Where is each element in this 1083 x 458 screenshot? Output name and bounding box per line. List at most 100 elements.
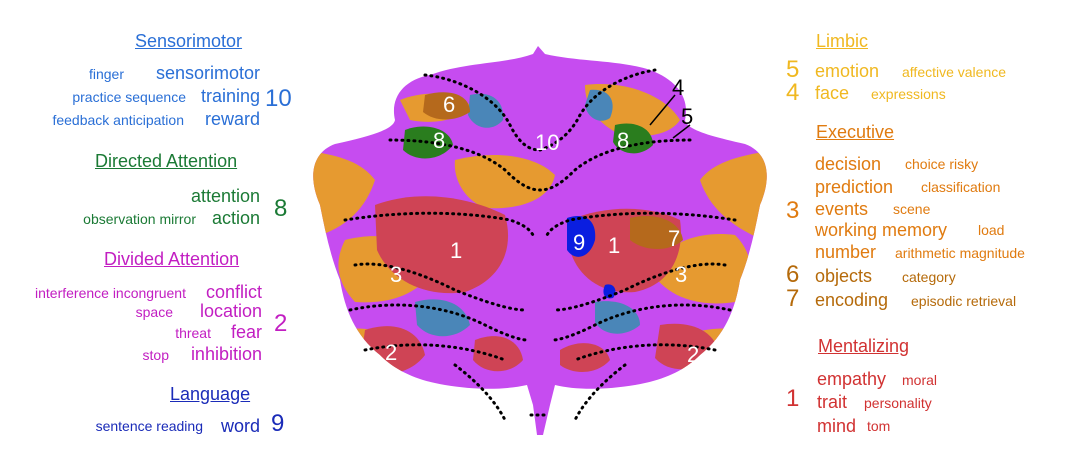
term-events: events <box>815 199 869 219</box>
heading-mentalizing: Mentalizing <box>818 336 910 356</box>
heading-language: Language <box>170 384 251 404</box>
term-mind: mind <box>817 416 857 436</box>
map-label-2-right: 2 <box>687 342 699 367</box>
heading-sensorimotor: Sensorimotor <box>135 31 243 51</box>
region-orange-vermis-upper <box>454 155 555 209</box>
number-divided-attention: 2 <box>274 310 288 337</box>
term-affective-valence: affective valence <box>902 64 1007 80</box>
boundary-right-1 <box>538 68 657 152</box>
region-brown-right <box>630 216 683 249</box>
boundary-left-6 <box>363 343 507 362</box>
term-expressions: expressions <box>871 86 946 102</box>
term-load: load <box>978 222 1005 238</box>
term-action: action <box>211 208 260 228</box>
term-sensorimotor: sensorimotor <box>155 63 260 83</box>
term-choice-risky: choice risky <box>905 156 979 172</box>
boundary-right-5 <box>551 303 732 342</box>
term-reward: reward <box>204 109 260 129</box>
boundary-left-2 <box>388 138 542 192</box>
term-space: space <box>135 304 173 320</box>
map-label-2-left: 2 <box>385 340 397 365</box>
term-training: training <box>200 86 260 106</box>
boundary-right-7 <box>573 363 627 422</box>
term-conflict: conflict <box>205 282 262 302</box>
term-word: word <box>220 416 260 436</box>
pointer-line-4 <box>649 94 676 126</box>
boundary-right-2 <box>538 138 692 192</box>
boundary-left-1 <box>423 73 542 152</box>
term-empathy: empathy <box>817 369 887 389</box>
heading-executive: Executive <box>816 122 895 142</box>
map-label-9: 9 <box>573 230 585 255</box>
term-tom: tom <box>867 418 891 434</box>
heading-directed-attention: Directed Attention <box>95 151 238 171</box>
map-label-3-left: 3 <box>390 262 402 287</box>
map-label-8-left: 8 <box>433 128 445 153</box>
map-label-3-right: 3 <box>675 262 687 287</box>
term-trait: trait <box>817 392 848 412</box>
term-location: location <box>199 301 262 321</box>
pointer-line-5 <box>672 124 691 139</box>
number-directed-attention: 8 <box>274 195 288 222</box>
map-label-1-right: 1 <box>608 233 620 258</box>
map-label-1-left: 1 <box>450 238 462 263</box>
term-arithmetic-magnitude: arithmetic magnitude <box>895 245 1025 261</box>
region-blue-small <box>603 284 616 299</box>
boundary-right-4 <box>553 262 727 312</box>
term-inhibition: inhibition <box>190 344 262 364</box>
term-category: category <box>902 269 956 285</box>
number-limbic-5: 5 <box>786 56 800 83</box>
region-steel-right-mid <box>595 301 640 334</box>
term-number: number <box>815 242 877 262</box>
term-classification: classification <box>921 179 1001 195</box>
term-moral: moral <box>902 372 938 388</box>
number-executive-7: 7 <box>786 285 800 312</box>
map-label-7: 7 <box>668 226 680 251</box>
number-language: 9 <box>271 410 285 437</box>
term-observation-mirror: observation mirror <box>83 211 196 227</box>
number-sensorimotor: 10 <box>265 85 292 112</box>
boundary-left-3 <box>343 211 535 237</box>
map-label-10: 10 <box>535 130 559 155</box>
term-encoding: encoding <box>815 290 889 310</box>
term-interference-incongruent: interference incongruent <box>35 285 186 301</box>
region-red-left-bottom <box>473 336 523 372</box>
map-label-5: 5 <box>681 104 693 129</box>
term-fear: fear <box>230 322 262 342</box>
map-label-4: 4 <box>672 75 684 100</box>
term-face: face <box>815 83 850 103</box>
term-threat: threat <box>175 325 211 341</box>
boundary-right-6 <box>573 343 717 362</box>
number-mentalizing: 1 <box>786 385 800 412</box>
cerebellum-flatmap: 6 8 10 8 1 9 1 7 3 3 2 2 4 5 <box>313 46 767 435</box>
region-blue-language <box>567 216 596 257</box>
number-limbic-4: 4 <box>786 79 800 106</box>
term-personality: personality <box>864 395 932 411</box>
term-stop: stop <box>142 347 169 363</box>
lobule-boundaries <box>343 68 737 422</box>
term-finger: finger <box>88 66 124 82</box>
term-episodic-retrieval: episodic retrieval <box>911 293 1017 309</box>
heading-divided-attention: Divided Attention <box>104 249 240 269</box>
boundary-left-5 <box>348 303 529 342</box>
region-orange-right-upper <box>700 150 767 245</box>
term-prediction: prediction <box>815 177 894 197</box>
region-steel-right-bottom <box>687 388 712 414</box>
term-attention: attention <box>190 186 260 206</box>
term-working-memory: working memory <box>815 220 948 240</box>
region-red-left <box>375 196 509 294</box>
number-executive-6: 6 <box>786 261 800 288</box>
term-emotion: emotion <box>815 61 880 81</box>
number-executive-3: 3 <box>786 197 800 224</box>
term-decision: decision <box>815 154 882 174</box>
boundary-right-3 <box>545 211 737 237</box>
term-feedback-anticipation: feedback anticipation <box>52 112 184 128</box>
region-brown-upper-left <box>423 92 470 120</box>
boundary-left-4 <box>353 262 527 312</box>
heading-limbic: Limbic <box>816 31 869 51</box>
region-steel-upper-left <box>468 93 504 128</box>
boundary-left-7 <box>453 363 507 422</box>
term-objects: objects <box>815 266 873 286</box>
region-steel-upper-right <box>585 89 613 121</box>
term-practice-sequence: practice sequence <box>72 89 186 105</box>
